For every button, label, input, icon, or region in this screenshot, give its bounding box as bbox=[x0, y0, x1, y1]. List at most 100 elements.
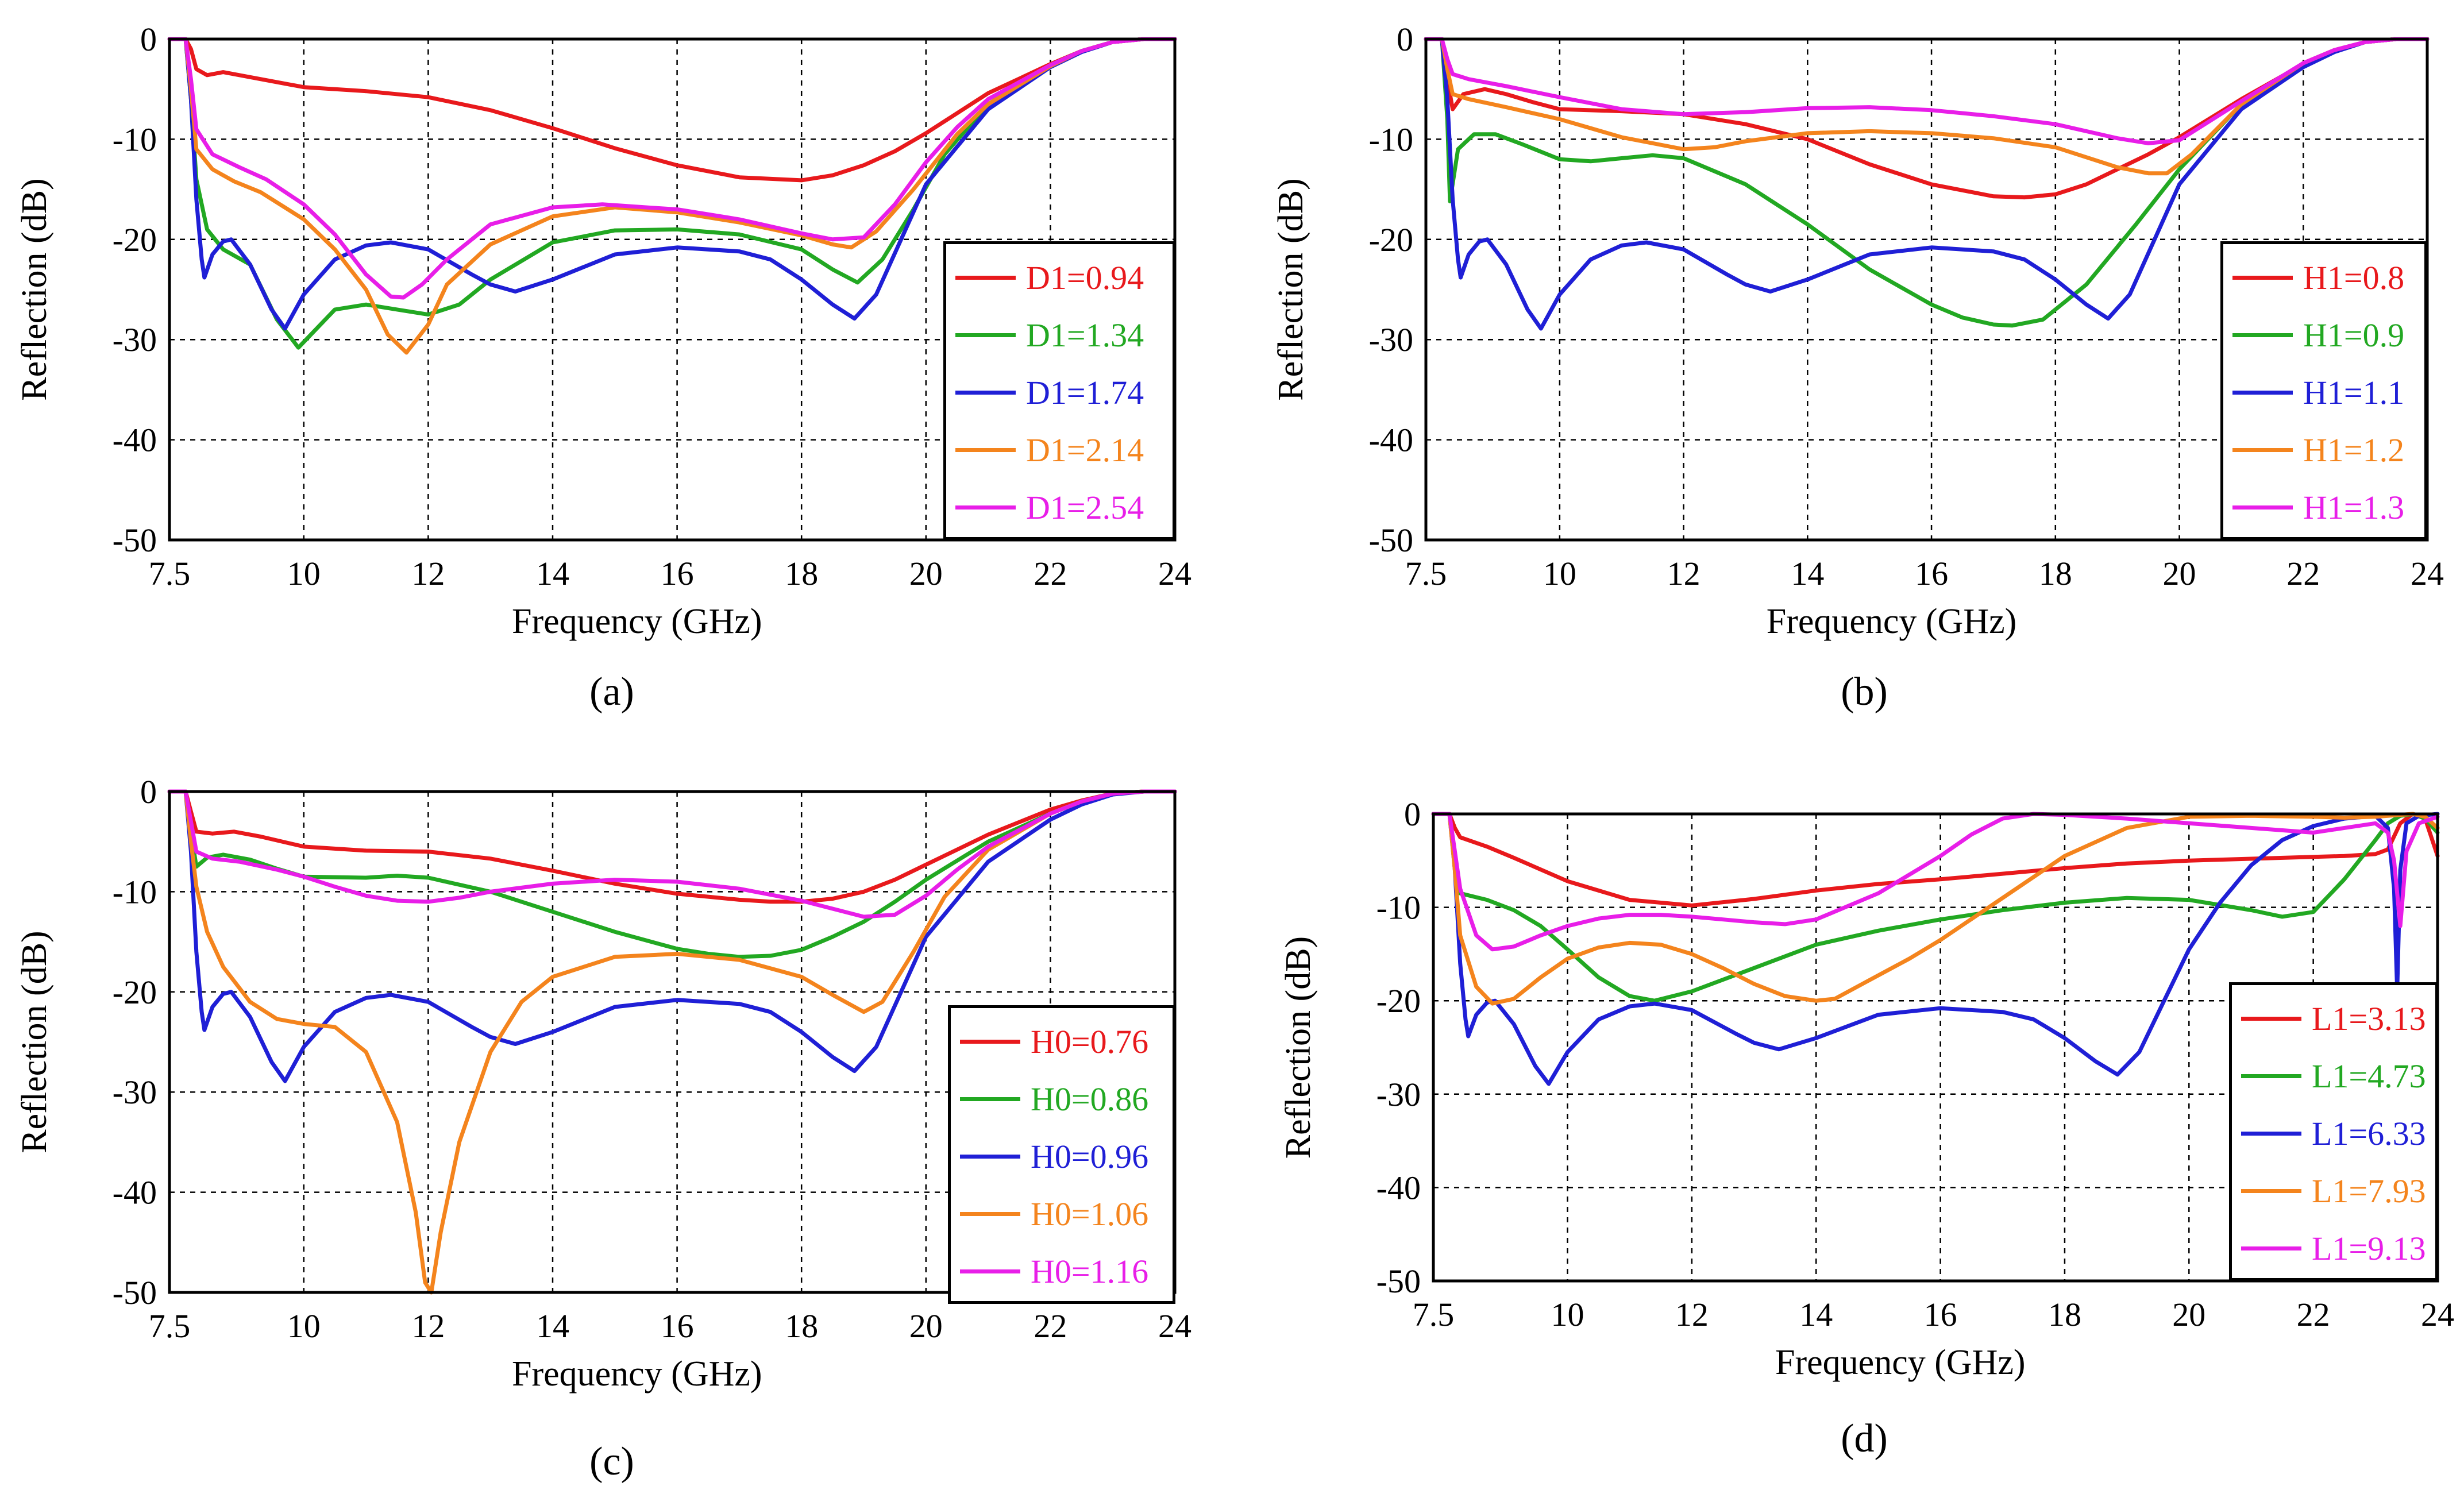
series-line-H0=0.96 bbox=[167, 789, 1177, 1083]
caption-b: (b) bbox=[1841, 670, 1888, 714]
x-tick-label: 12 bbox=[411, 555, 445, 592]
x-axis-title: Frequency (GHz) bbox=[1767, 602, 2017, 641]
y-tick-label: -30 bbox=[1376, 1076, 1421, 1113]
legend-swatch bbox=[960, 1039, 1020, 1044]
x-tick-label: 24 bbox=[1158, 555, 1191, 592]
series-line-H0=0.86 bbox=[167, 789, 1177, 959]
y-tick-label: -20 bbox=[113, 221, 157, 258]
y-tick-label: 0 bbox=[140, 21, 157, 58]
y-axis-title: Reflection (dB) bbox=[15, 931, 54, 1153]
y-axis-title: Reflection (dB) bbox=[15, 178, 54, 400]
x-tick-label: 10 bbox=[287, 555, 321, 592]
caption-d: (d) bbox=[1841, 1416, 1888, 1461]
legend-item: H0=1.16 bbox=[951, 1242, 1173, 1300]
legend-label: H0=1.16 bbox=[1031, 1252, 1149, 1290]
x-tick-label: 22 bbox=[2286, 555, 2320, 592]
y-tick-label: -30 bbox=[1369, 321, 1413, 358]
y-axis-title: Reflection (dB) bbox=[1279, 936, 1318, 1159]
series-line-H1=0.8 bbox=[1424, 37, 2430, 200]
legend-item: L1=4.73 bbox=[2232, 1047, 2435, 1105]
legend-label: H0=0.86 bbox=[1031, 1080, 1149, 1118]
legend-item: D1=2.14 bbox=[946, 421, 1173, 478]
legend-label: D1=2.54 bbox=[1026, 488, 1144, 526]
legend-swatch bbox=[2232, 447, 2293, 452]
chart-panel-c: 7.5 10 12 14 16 18 20 22 24 0 -10 -20 -30 -40 -50 Frequ… bbox=[0, 752, 1232, 1486]
y-tick-label: -40 bbox=[1369, 422, 1413, 459]
legend-item: L1=9.13 bbox=[2232, 1219, 2435, 1277]
y-tick-label: -50 bbox=[113, 1274, 157, 1311]
chart-svg-d: 7.5 10 12 14 16 18 20 22 24 0 -10 -20 -30 -40 -50 Frequ… bbox=[1279, 796, 2454, 1382]
x-tick-label: 18 bbox=[785, 555, 818, 592]
y-axis-title: Reflection (dB) bbox=[1271, 178, 1310, 400]
legend-item: D1=2.54 bbox=[946, 478, 1173, 536]
series-line-D1=2.14 bbox=[167, 37, 1177, 355]
legend-swatch bbox=[960, 1269, 1020, 1273]
y-tick-label: -10 bbox=[1376, 889, 1421, 927]
legend-swatch bbox=[955, 390, 1016, 395]
caption-c: (c) bbox=[589, 1439, 634, 1484]
legend-swatch bbox=[955, 505, 1016, 510]
chart-panel-b: 7.5 10 12 14 16 18 20 22 24 0 -10 -20 -30 -40 -50 Frequ… bbox=[1252, 0, 2464, 743]
legend-label: H1=1.2 bbox=[2303, 431, 2405, 469]
legend-swatch bbox=[2241, 1188, 2301, 1193]
y-tick-label: -20 bbox=[1376, 982, 1421, 1020]
y-tick-label: -40 bbox=[113, 422, 157, 459]
series-line-H0=1.16 bbox=[167, 789, 1177, 919]
legend-swatch bbox=[960, 1211, 1020, 1216]
series-line-H0=0.76 bbox=[167, 789, 1177, 904]
y-tick-label: 0 bbox=[1404, 796, 1421, 833]
series-line-D1=2.54 bbox=[167, 37, 1177, 300]
x-tick-label: 18 bbox=[2048, 1296, 2081, 1333]
series-line-L1=9.13 bbox=[1431, 812, 2440, 952]
legend-item: L1=3.13 bbox=[2232, 990, 2435, 1047]
chart-svg-a: 7.5 10 12 14 16 18 20 22 24 0 -10 -20 -30 -40 -50 Frequ… bbox=[15, 21, 1191, 641]
chart-panel-a: 7.5 10 12 14 16 18 20 22 24 0 -10 -20 -30 -40 -50 Frequ… bbox=[0, 0, 1232, 743]
x-tick-label: 24 bbox=[2411, 555, 2444, 592]
x-tick-label: 12 bbox=[1675, 1296, 1709, 1333]
series-line-L1=3.13 bbox=[1431, 812, 2440, 908]
series-line-H1=1.2 bbox=[1424, 37, 2430, 176]
x-tick-label: 16 bbox=[1915, 555, 1948, 592]
series-line-D1=1.74 bbox=[167, 37, 1177, 331]
y-tick-label: -50 bbox=[113, 522, 157, 559]
legend-swatch bbox=[960, 1097, 1020, 1101]
legend-label: H0=0.96 bbox=[1031, 1137, 1149, 1175]
x-tick-label: 7.5 bbox=[1405, 555, 1447, 592]
legend-item: L1=7.93 bbox=[2232, 1162, 2435, 1219]
plot-frame bbox=[1424, 37, 2429, 542]
legend-label: D1=0.94 bbox=[1026, 258, 1144, 296]
x-axis-title: Frequency (GHz) bbox=[1775, 1343, 2026, 1382]
y-tick-label: 0 bbox=[140, 773, 157, 810]
legend-d: L1=3.13 L1=4.73 L1=6.33 L1=7.93 L1=9.13 bbox=[2229, 982, 2438, 1281]
legend-swatch bbox=[2232, 505, 2293, 510]
legend-label: D1=2.14 bbox=[1026, 431, 1144, 469]
x-tick-label: 24 bbox=[1158, 1307, 1191, 1345]
x-tick-label: 12 bbox=[1667, 555, 1700, 592]
y-tick-label: -40 bbox=[1376, 1169, 1421, 1206]
x-tick-label: 22 bbox=[1034, 1307, 1067, 1345]
legend-item: H1=0.8 bbox=[2223, 249, 2424, 306]
x-tick-label: 20 bbox=[2163, 555, 2196, 592]
legend-label: L1=6.33 bbox=[2312, 1114, 2426, 1152]
legend-item: D1=1.74 bbox=[946, 364, 1173, 421]
series-line-H1=1.1 bbox=[1424, 37, 2430, 331]
legend-item: H0=0.76 bbox=[951, 1013, 1173, 1070]
legend-label: D1=1.74 bbox=[1026, 373, 1144, 411]
legend-label: H1=1.1 bbox=[2303, 373, 2405, 411]
legend-swatch bbox=[2232, 390, 2293, 395]
series-line-L1=7.93 bbox=[1431, 812, 2440, 1006]
y-tick-label: -30 bbox=[113, 321, 157, 358]
legend-swatch bbox=[955, 333, 1016, 337]
y-tick-label: -10 bbox=[113, 121, 157, 158]
x-tick-label: 10 bbox=[1543, 555, 1576, 592]
x-tick-label: 20 bbox=[909, 555, 943, 592]
x-tick-label: 14 bbox=[536, 1307, 569, 1345]
series-line-H0=1.06 bbox=[167, 789, 1177, 1295]
legend-item: H1=1.3 bbox=[2223, 478, 2424, 536]
x-tick-label: 10 bbox=[287, 1307, 321, 1345]
x-tick-label: 18 bbox=[2039, 555, 2072, 592]
y-tick-label: -50 bbox=[1376, 1263, 1421, 1300]
y-tick-label: -20 bbox=[1369, 221, 1413, 258]
legend-swatch bbox=[2232, 275, 2293, 280]
x-tick-label: 20 bbox=[909, 1307, 943, 1345]
